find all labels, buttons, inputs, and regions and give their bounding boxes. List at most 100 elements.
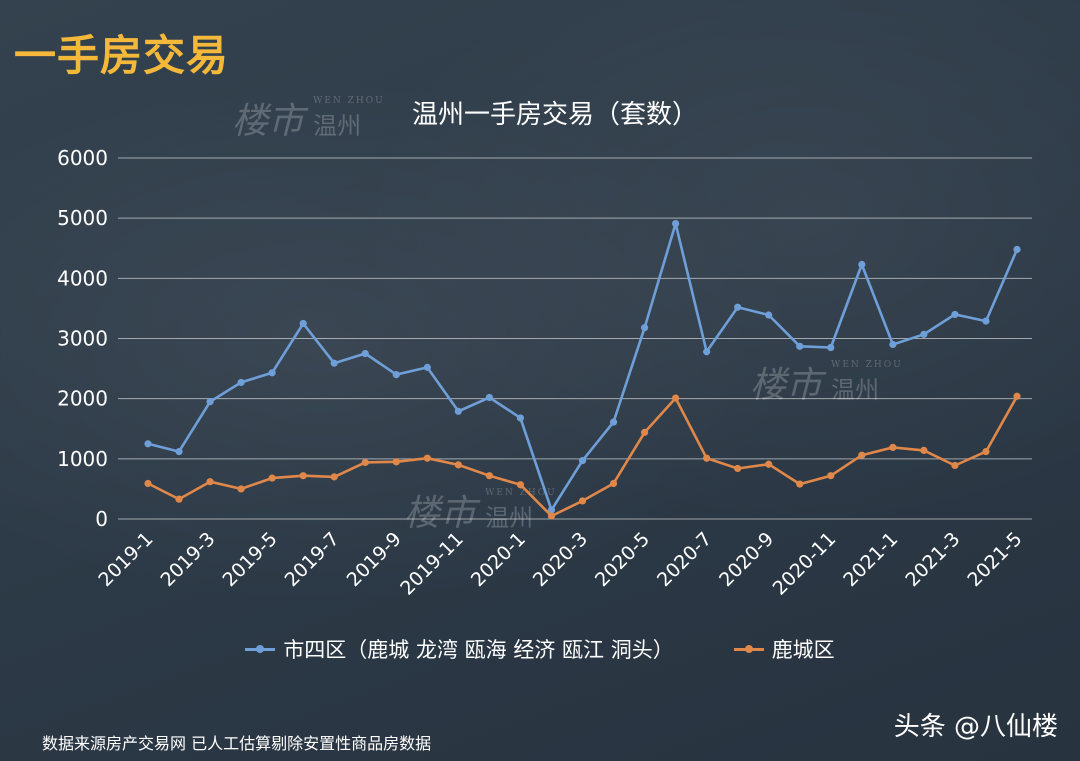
data-point-series-1	[609, 418, 618, 426]
data-point-series-1	[920, 330, 928, 338]
data-point-series-2	[703, 454, 711, 462]
data-point-series-1	[640, 324, 649, 332]
watermark-text: WEN ZHOU 温州	[313, 96, 385, 141]
data-point-series-2	[609, 479, 618, 488]
data-point-series-1	[423, 363, 431, 371]
data-point-series-1	[1013, 245, 1021, 254]
data-point-series-1	[268, 369, 276, 377]
data-point-series-2	[765, 460, 773, 468]
data-point-series-1	[858, 260, 866, 269]
data-point-series-1	[703, 348, 711, 356]
x-tick-label: 2020-7	[653, 528, 716, 591]
data-point-series-1	[237, 378, 245, 387]
data-point-series-2	[330, 473, 338, 481]
legend-label-series-1: 市四区（鹿城 龙湾 瓯海 经济 瓯江 洞头）	[283, 638, 674, 662]
data-point-series-2	[920, 446, 928, 455]
data-point-series-1	[330, 359, 338, 367]
y-tick-label: 2000	[57, 387, 108, 411]
data-point-series-2	[672, 394, 680, 402]
watermark-en: WEN ZHOU	[313, 95, 385, 106]
watermark-en: WEN ZHOU	[485, 487, 557, 498]
x-tick-label: 2020-1	[467, 528, 530, 591]
y-tick-label: 1000	[57, 447, 108, 471]
watermark-logo: 楼市 WEN ZHOU 温州	[404, 484, 557, 536]
x-tick-label: 2020-11	[769, 528, 841, 600]
data-point-series-2	[423, 454, 431, 462]
y-tick-label: 0	[95, 507, 108, 531]
data-point-series-2	[361, 458, 369, 467]
x-tick-label: 2020-5	[591, 528, 654, 591]
data-point-series-2	[951, 461, 959, 470]
watermark-text: WEN ZHOU 温州	[485, 488, 557, 533]
data-point-series-1	[827, 343, 835, 352]
data-point-series-1	[889, 340, 897, 349]
legend-item-series-2: 鹿城区	[733, 634, 835, 664]
data-point-series-1	[392, 371, 400, 379]
x-tick-label: 2019-5	[219, 528, 282, 591]
data-point-series-2	[1013, 392, 1021, 400]
data-point-series-2	[516, 481, 525, 489]
x-tick-label: 2020-3	[529, 528, 592, 591]
watermark-cn: 温州	[485, 503, 534, 532]
data-point-series-2	[299, 472, 307, 480]
data-point-series-1	[547, 506, 556, 514]
x-tick-label: 2019-9	[343, 528, 406, 591]
legend-item-series-1: 市四区（鹿城 龙湾 瓯海 经济 瓯江 洞头）	[245, 634, 674, 664]
data-point-series-2	[796, 480, 804, 488]
data-point-series-2	[454, 461, 462, 469]
data-point-series-2	[237, 485, 245, 493]
series-line-1	[147, 222, 1019, 512]
data-point-series-2	[392, 458, 400, 466]
watermark-logo: 楼市 WEN ZHOU 温州	[232, 92, 385, 144]
data-point-series-2	[640, 428, 649, 436]
data-point-series-1	[144, 440, 152, 448]
x-tick-label: 2020-9	[715, 528, 778, 591]
data-point-series-1	[796, 342, 804, 350]
data-point-series-1	[672, 219, 680, 228]
page-heading: 一手房交易	[14, 31, 230, 80]
data-point-series-1	[485, 393, 493, 402]
footnote: 数据来源房产交易网 已人工估算剔除安置性商品房数据	[42, 734, 432, 753]
data-point-series-2	[485, 472, 493, 480]
brand-label: 头条 @八仙楼	[893, 712, 1058, 742]
data-point-series-2	[858, 451, 866, 459]
y-tick-label: 5000	[57, 206, 108, 230]
data-point-series-2	[547, 512, 556, 520]
watermark-en: WEN ZHOU	[831, 359, 903, 370]
data-point-series-1	[516, 414, 525, 422]
data-point-series-1	[951, 310, 959, 319]
data-point-series-1	[982, 317, 990, 325]
data-point-series-2	[144, 479, 152, 488]
data-point-series-1	[206, 398, 214, 406]
data-point-series-2	[889, 443, 897, 452]
data-point-series-1	[734, 303, 742, 311]
data-point-series-2	[734, 464, 742, 473]
legend-swatch-series-2	[733, 644, 764, 653]
data-point-series-1	[454, 407, 462, 415]
data-point-series-2	[268, 474, 276, 482]
legend-label-series-2: 鹿城区	[771, 638, 835, 662]
data-point-series-2	[578, 497, 587, 505]
data-point-series-1	[765, 311, 773, 319]
y-tick-label: 6000	[57, 146, 108, 170]
x-tick-label: 2019-1	[94, 528, 157, 591]
x-tick-label: 2021-5	[963, 528, 1026, 591]
x-tick-label: 2019-7	[281, 528, 344, 591]
legend: 市四区（鹿城 龙湾 瓯海 经济 瓯江 洞头） 鹿城区	[0, 634, 1080, 664]
y-tick-label: 3000	[57, 327, 108, 351]
watermark-cn: 温州	[313, 111, 362, 140]
data-point-series-1	[361, 349, 369, 358]
data-point-series-2	[982, 448, 990, 456]
watermark-logo-mark: 楼市	[232, 101, 305, 142]
x-tick-label: 2021-1	[839, 528, 902, 591]
x-tick-label: 2019-11	[396, 528, 468, 600]
y-tick-label: 4000	[57, 266, 108, 290]
x-tick-label: 2021-3	[901, 528, 964, 591]
data-point-series-2	[175, 495, 183, 503]
data-point-series-1	[578, 457, 587, 465]
chart-title: 温州一手房交易（套数）	[411, 100, 698, 130]
data-point-series-2	[206, 478, 214, 486]
legend-swatch-series-1	[245, 644, 276, 653]
